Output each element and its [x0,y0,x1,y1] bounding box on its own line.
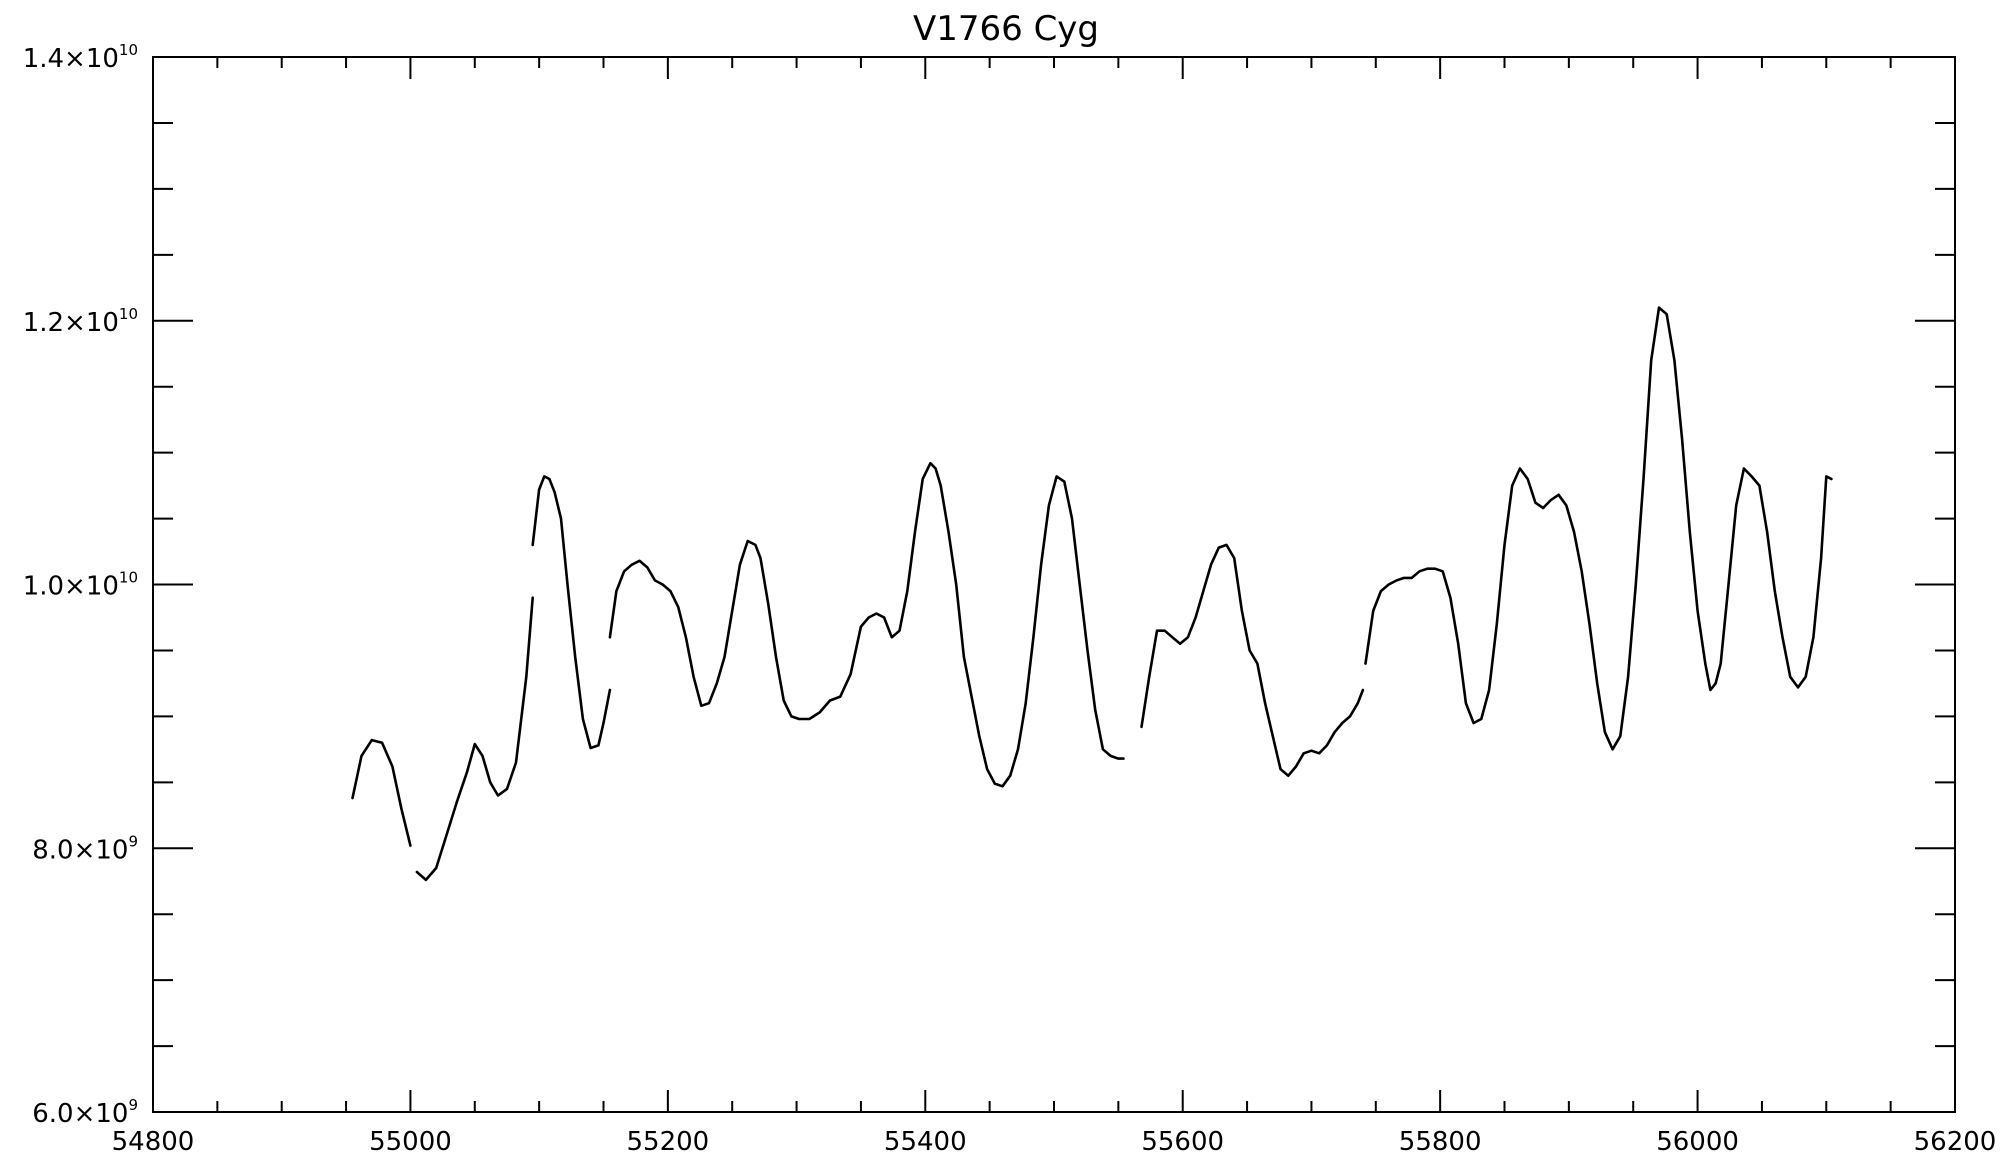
y-tick-label: 1.2×1010 [23,305,138,338]
series-line-segment [1364,306,1833,751]
chart-title: V1766 Cyg [913,9,1099,49]
x-tick-label: 55600 [1141,1127,1224,1157]
x-tick-label: 56000 [1656,1127,1739,1157]
axis-ticks [152,56,1956,1113]
y-tick-label: 1.0×1010 [23,569,138,602]
series-line-segment [415,596,535,882]
series-line-segment [351,738,412,847]
series-line-segment [531,475,612,750]
y-tick-label: 6.0×109 [32,1096,138,1129]
x-tick-label: 54800 [112,1127,195,1157]
y-tick-label: 8.0×109 [32,832,138,865]
series-line-segment [608,461,1125,788]
x-tick-label: 56200 [1914,1127,1997,1157]
x-tick-label: 55800 [1399,1127,1482,1157]
series-line-segment [1140,543,1365,778]
series-v1766-cyg [351,306,1833,882]
x-tick-label: 55400 [884,1127,967,1157]
axis-tick-labels: 54800 55000 55200 55400 55600 55800 56000 56200… [23,41,1997,1157]
plot-frame [152,56,1956,1113]
y-tick-label: 1.4×1010 [23,41,138,74]
x-tick-label: 55200 [626,1127,709,1157]
x-tick-label: 55000 [369,1127,452,1157]
